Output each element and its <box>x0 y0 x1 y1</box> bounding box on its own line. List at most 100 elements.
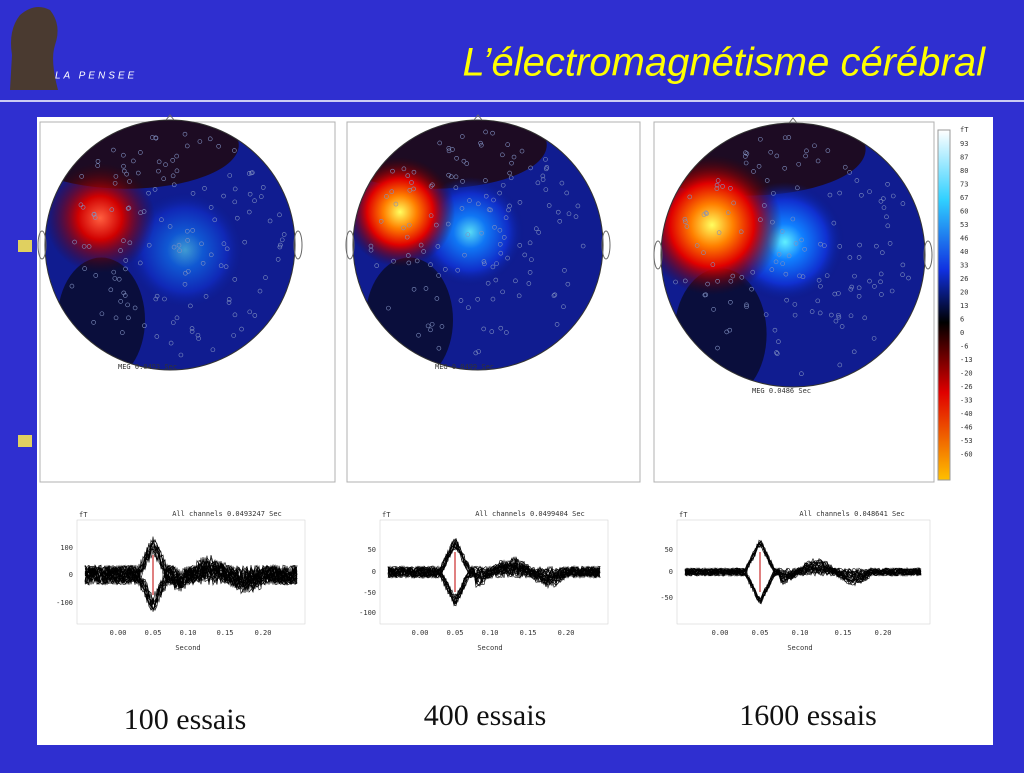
sensor <box>386 305 391 311</box>
sensor <box>425 323 431 329</box>
sensor <box>414 258 420 264</box>
waveform-plot <box>387 538 601 607</box>
waveform <box>84 555 298 611</box>
y-tick-label: 100 <box>60 544 73 552</box>
nose <box>473 114 483 121</box>
waveform <box>684 557 922 605</box>
sensor <box>493 277 499 283</box>
sensor <box>849 284 855 290</box>
sensor <box>561 304 566 310</box>
sensor <box>852 273 857 279</box>
sensor <box>161 176 166 182</box>
sensor <box>234 215 240 221</box>
sensor <box>232 312 238 318</box>
sensor <box>232 186 238 192</box>
y-tick-label: -100 <box>56 599 73 607</box>
sensor <box>522 252 528 258</box>
sensor <box>497 190 502 196</box>
sensor <box>776 252 782 257</box>
sensor <box>125 302 130 308</box>
sensor <box>275 257 281 262</box>
sensor <box>704 211 709 216</box>
sensor <box>242 239 248 245</box>
sensor <box>771 191 776 196</box>
sensor <box>445 221 451 227</box>
sensor <box>731 200 736 206</box>
sensor <box>705 281 710 287</box>
sensor <box>827 192 833 198</box>
sensor <box>409 180 414 185</box>
sensor <box>526 281 532 286</box>
waveform <box>84 562 298 612</box>
sensor <box>208 205 214 210</box>
sensor <box>199 241 204 247</box>
sensor <box>774 350 779 355</box>
sensor <box>799 237 804 243</box>
sensor <box>815 298 821 304</box>
colorbar <box>937 129 951 481</box>
sensor <box>146 242 152 248</box>
sensor <box>505 255 510 261</box>
sensor <box>221 193 226 199</box>
y-tick-label: -50 <box>660 594 673 602</box>
sensor <box>475 297 480 302</box>
sensor <box>401 225 406 231</box>
sensor <box>900 201 906 206</box>
sensor <box>436 273 441 278</box>
sensor <box>428 262 433 267</box>
sensor <box>112 276 118 281</box>
sensor <box>728 278 734 284</box>
sensor <box>511 154 517 160</box>
sensor <box>121 290 127 296</box>
sensor <box>200 260 206 266</box>
colorbar-label: 20 <box>960 289 968 297</box>
sensor <box>404 234 410 240</box>
sensor <box>490 296 496 302</box>
sensor <box>880 250 885 255</box>
sensor <box>481 326 486 332</box>
sensor <box>513 278 518 284</box>
sensor <box>437 140 443 146</box>
x-tick-label: 0.05 <box>145 629 162 637</box>
sensor <box>848 313 854 319</box>
waveform-plot <box>684 539 922 605</box>
waveform <box>684 560 922 602</box>
sensor <box>135 170 141 176</box>
bullet <box>18 240 32 252</box>
sensor <box>564 190 570 196</box>
sensor <box>488 207 493 213</box>
sensor <box>185 228 190 234</box>
sensor <box>195 332 201 338</box>
waveform <box>84 556 298 610</box>
sensor <box>854 178 860 183</box>
sensor <box>540 173 546 179</box>
sensor <box>122 293 128 298</box>
sensor <box>714 186 720 191</box>
colorbar-label: 0 <box>960 329 964 337</box>
sensor <box>91 211 97 217</box>
sensor <box>833 318 839 324</box>
waveform <box>84 542 298 587</box>
sensor <box>121 152 126 158</box>
sensor <box>126 315 131 321</box>
sensor <box>281 232 287 237</box>
sensor <box>479 142 484 148</box>
sensor <box>176 242 182 248</box>
sensor <box>208 252 214 258</box>
sensor <box>906 275 911 281</box>
sensor <box>267 218 273 224</box>
sensor <box>407 187 413 193</box>
waveform-plot <box>84 536 298 612</box>
sensor <box>815 158 821 164</box>
sensor <box>503 215 509 221</box>
figures: MEG 0.0493 Sec MEG 0.0499 Sec MEG 0.0486 S… <box>37 114 973 736</box>
sensor <box>812 143 817 149</box>
sensor <box>116 276 122 282</box>
map-label: MEG 0.0486 Sec <box>752 387 811 395</box>
sensor <box>91 320 96 325</box>
sensor <box>800 274 806 280</box>
sensor <box>153 296 159 302</box>
sensor <box>703 292 709 298</box>
sensor <box>825 148 831 153</box>
sensor <box>751 169 756 174</box>
